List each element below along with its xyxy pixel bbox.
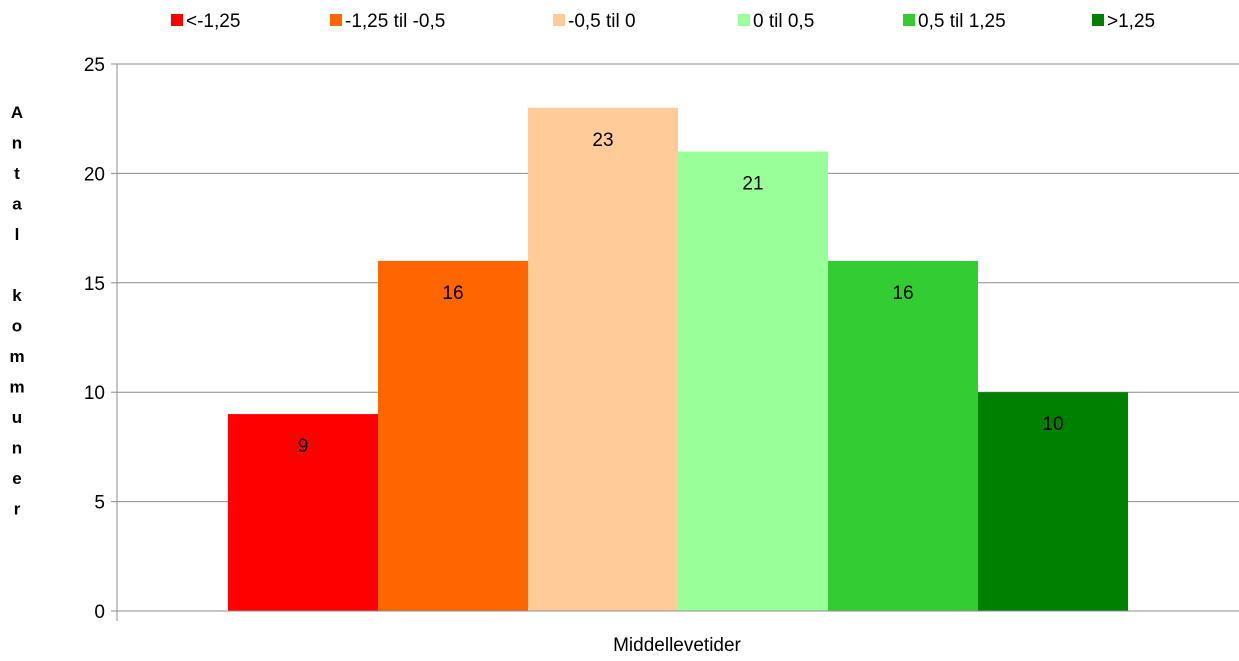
data-labels: 9 16 23 21 16 10: [298, 130, 1064, 457]
data-label: 23: [592, 130, 613, 151]
data-label: 16: [442, 283, 463, 304]
legend-swatch: [171, 14, 183, 26]
y-axis-title-letter: e: [12, 469, 21, 488]
legend-swatch: [1092, 14, 1104, 26]
data-label: 9: [298, 436, 309, 457]
y-axis-title-letter: A: [11, 103, 23, 122]
y-axis-title-letter: n: [12, 134, 22, 153]
bar: [228, 414, 378, 611]
bars: [228, 107, 1128, 611]
data-label: 21: [742, 174, 763, 195]
data-label: 16: [892, 283, 913, 304]
legend-label: 0 til 0,5: [753, 11, 814, 32]
legend-swatch: [330, 14, 342, 26]
y-axis-title-letter: k: [12, 286, 22, 305]
bar: [528, 107, 678, 611]
y-axis-title-letter: a: [12, 195, 22, 214]
bar: [828, 260, 978, 611]
legend: <-1,25 -1,25 til -0,5 -0,5 til 0 0 til 0,5 0…: [171, 11, 1155, 32]
legend-swatch: [738, 14, 750, 26]
legend-label: -0,5 til 0: [568, 11, 636, 32]
y-axis-title-letter: r: [14, 500, 21, 519]
bar: [678, 151, 828, 611]
y-tick-label: 15: [84, 274, 105, 295]
bar: [378, 260, 528, 611]
x-axis-title: Middellevetider: [613, 635, 741, 656]
axes: 0 5 10 15 20 25: [84, 55, 1239, 623]
y-axis-title-letter: m: [9, 347, 24, 366]
y-axis-title-letter: n: [12, 439, 22, 458]
y-axis-title-letter: o: [12, 317, 22, 336]
bar: [978, 392, 1128, 611]
y-tick-label: 10: [84, 383, 105, 404]
legend-swatch: [903, 14, 915, 26]
y-axis-title-letter: l: [15, 225, 20, 244]
legend-label: <-1,25: [186, 11, 240, 32]
y-tick-label: 0: [94, 602, 105, 623]
legend-label: 0,5 til 1,25: [918, 11, 1006, 32]
y-tick-label: 20: [84, 164, 105, 185]
y-axis-title-letter: t: [14, 164, 20, 183]
y-tick-label: 5: [94, 493, 105, 514]
legend-label: -1,25 til -0,5: [345, 11, 445, 32]
y-tick-label: 25: [84, 55, 105, 76]
data-label: 10: [1042, 414, 1063, 435]
y-axis-title-letter: m: [9, 378, 24, 397]
legend-swatch: [553, 14, 565, 26]
y-axis-title-letter: u: [12, 408, 22, 427]
legend-label: >1,25: [1107, 11, 1155, 32]
